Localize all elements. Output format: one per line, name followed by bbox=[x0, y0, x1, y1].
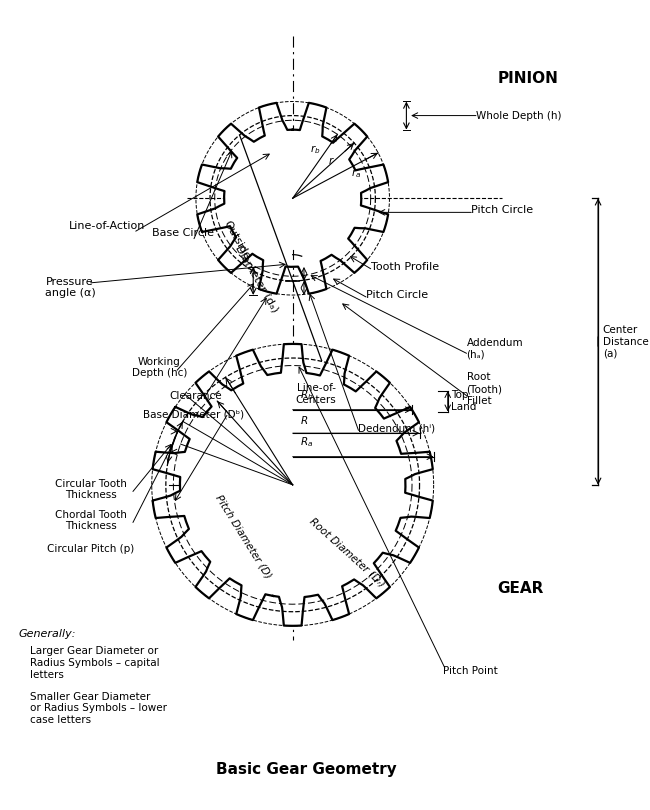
Text: Larger Gear Diameter or
Radius Symbols – capital
letters: Larger Gear Diameter or Radius Symbols –… bbox=[30, 646, 159, 680]
Text: Chordal Tooth
Thickness: Chordal Tooth Thickness bbox=[55, 509, 127, 531]
Text: Basic Gear Geometry: Basic Gear Geometry bbox=[216, 762, 397, 777]
Text: Pitch Circle: Pitch Circle bbox=[471, 206, 534, 215]
Text: $R_b$: $R_b$ bbox=[300, 388, 314, 403]
Text: Root
(Tooth)
Fillet: Root (Tooth) Fillet bbox=[467, 373, 502, 406]
Text: PINION: PINION bbox=[497, 71, 558, 87]
Text: Addendum
(hₐ): Addendum (hₐ) bbox=[467, 338, 523, 360]
Text: Circular Tooth
Thickness: Circular Tooth Thickness bbox=[55, 479, 127, 501]
Text: Circular Pitch (p): Circular Pitch (p) bbox=[47, 544, 135, 554]
Text: Pitch Point: Pitch Point bbox=[443, 666, 498, 676]
Text: Root Diameter (Dᵣ): Root Diameter (Dᵣ) bbox=[307, 516, 387, 589]
Text: Outside: Outside bbox=[221, 220, 252, 262]
Text: Center
Distance
(a): Center Distance (a) bbox=[603, 325, 649, 358]
Text: Dedendum (hⁱ): Dedendum (hⁱ) bbox=[358, 424, 436, 433]
Text: Whole Depth (h): Whole Depth (h) bbox=[476, 111, 562, 121]
Text: Base Diameter (Dᵇ): Base Diameter (Dᵇ) bbox=[144, 409, 244, 420]
Polygon shape bbox=[153, 344, 433, 626]
Text: Base Circle: Base Circle bbox=[151, 228, 214, 238]
Text: Top
Land: Top Land bbox=[452, 390, 477, 412]
Text: Tooth Profile: Tooth Profile bbox=[370, 262, 439, 272]
Text: $r_b$: $r_b$ bbox=[309, 143, 320, 156]
Text: $R_a$: $R_a$ bbox=[300, 435, 313, 450]
Text: Working
Depth (hᴄ): Working Depth (hᴄ) bbox=[131, 356, 187, 378]
Text: Clearance: Clearance bbox=[170, 390, 222, 401]
Text: Line-of-
Centers: Line-of- Centers bbox=[296, 383, 337, 404]
Text: Pitch Circle: Pitch Circle bbox=[366, 290, 428, 300]
Text: Line-of-Action: Line-of-Action bbox=[68, 221, 145, 232]
Text: $r_a$: $r_a$ bbox=[351, 168, 361, 181]
Text: Generally:: Generally: bbox=[18, 629, 76, 638]
Text: Pitch Diameter (D): Pitch Diameter (D) bbox=[214, 493, 274, 580]
Text: $r$: $r$ bbox=[328, 156, 335, 166]
Text: Diameter (dₐ): Diameter (dₐ) bbox=[234, 243, 280, 313]
Text: GEAR: GEAR bbox=[497, 581, 544, 595]
Text: $R$: $R$ bbox=[300, 414, 309, 426]
Text: Smaller Gear Diameter
or Radius Symbols – lower
case letters: Smaller Gear Diameter or Radius Symbols … bbox=[30, 692, 166, 725]
Text: Pressure
angle (α): Pressure angle (α) bbox=[45, 277, 96, 298]
Polygon shape bbox=[197, 103, 388, 294]
